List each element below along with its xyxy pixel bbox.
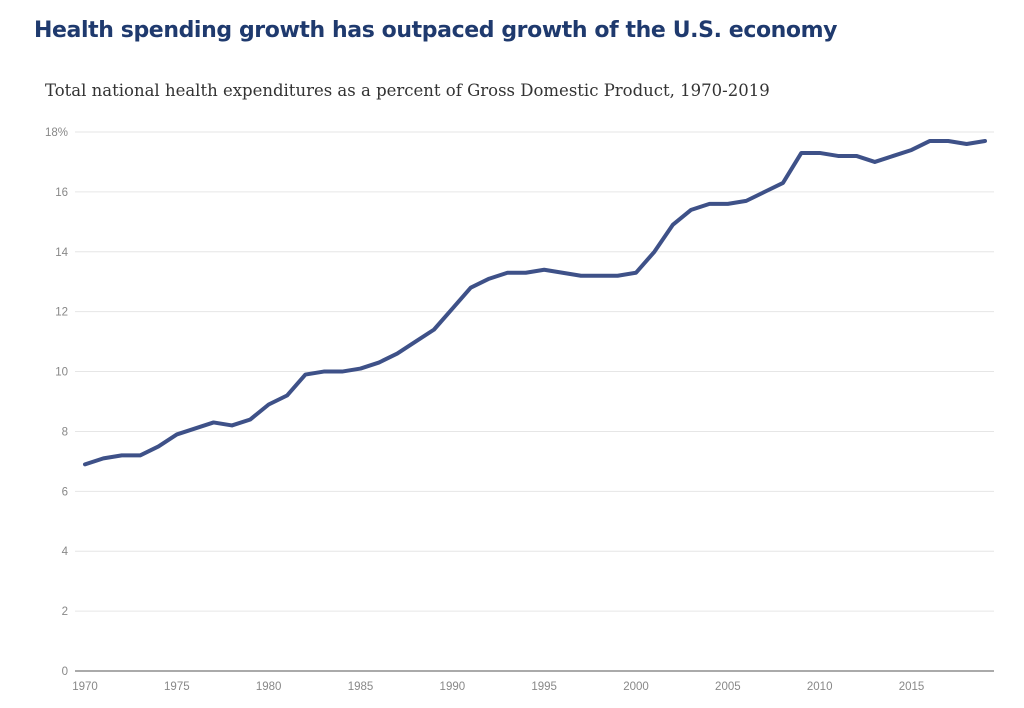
data-point — [138, 453, 142, 457]
data-point — [689, 208, 693, 212]
data-point — [818, 151, 822, 155]
chart-subtitle: Total national health expenditures as a … — [45, 81, 770, 100]
data-point — [248, 417, 252, 421]
data-point — [524, 271, 528, 275]
data-point — [120, 453, 124, 457]
data-point — [212, 420, 216, 424]
data-point — [83, 462, 87, 466]
x-tick-label: 1970 — [72, 681, 98, 693]
data-point — [505, 271, 509, 275]
data-point — [597, 274, 601, 278]
x-axis-ticks: 1970 1975 1980 1985 1990 1995 2000 2005 2010 2015 — [72, 681, 924, 693]
data-point — [303, 373, 307, 377]
data-point — [322, 370, 326, 374]
data-point — [891, 154, 895, 158]
data-point — [836, 154, 840, 158]
x-tick-label: 1995 — [531, 681, 557, 693]
data-point — [359, 367, 363, 371]
x-tick-label: 1990 — [440, 681, 466, 693]
series-group — [83, 138, 987, 467]
x-tick-label: 2000 — [623, 681, 649, 693]
data-point — [616, 274, 620, 278]
y-tick-label: 14 — [55, 247, 68, 259]
chart-title: Health spending growth has outpaced grow… — [34, 18, 838, 43]
data-point — [928, 139, 932, 143]
data-point — [230, 423, 234, 427]
y-tick-label: 0 — [62, 666, 68, 678]
y-tick-label: 2 — [62, 606, 68, 618]
data-point — [726, 202, 730, 206]
data-point — [744, 199, 748, 203]
x-tick-label: 1975 — [164, 681, 190, 693]
data-point — [946, 139, 950, 143]
y-tick-label: 18% — [45, 127, 68, 139]
data-point — [175, 432, 179, 436]
data-point — [395, 352, 399, 356]
data-point — [561, 271, 565, 275]
y-tick-label: 8 — [62, 426, 68, 438]
data-point — [763, 190, 767, 194]
data-point — [285, 394, 289, 398]
y-tick-label: 4 — [62, 546, 69, 558]
data-point — [432, 328, 436, 332]
data-point — [414, 340, 418, 344]
data-point — [450, 307, 454, 311]
y-tick-label: 6 — [62, 486, 68, 498]
data-point — [799, 151, 803, 155]
series-line — [83, 138, 987, 467]
data-point — [983, 139, 987, 143]
data-point — [193, 426, 197, 430]
data-point — [377, 361, 381, 365]
data-point — [873, 160, 877, 164]
data-point — [652, 250, 656, 254]
data-point — [542, 268, 546, 272]
data-point — [910, 148, 914, 152]
data-point — [156, 444, 160, 448]
y-tick-label: 16 — [55, 187, 68, 199]
data-point — [707, 202, 711, 206]
data-point — [671, 223, 675, 227]
data-point — [965, 142, 969, 146]
data-point — [340, 370, 344, 374]
data-point — [854, 154, 858, 158]
data-point — [579, 274, 583, 278]
data-point — [267, 402, 271, 406]
gridlines — [75, 131, 994, 612]
data-point — [101, 456, 105, 460]
x-tick-label: 2010 — [807, 681, 833, 693]
data-point — [634, 271, 638, 275]
x-tick-label: 1980 — [256, 681, 282, 693]
x-tick-label: 1985 — [348, 681, 374, 693]
y-tick-label: 10 — [55, 367, 68, 379]
x-tick-label: 2015 — [899, 681, 925, 693]
y-tick-label: 12 — [55, 307, 68, 319]
data-point — [487, 277, 491, 281]
y-axis-ticks: 0 2 4 6 8 10 12 14 16 18% — [45, 127, 69, 678]
data-point — [469, 286, 473, 290]
data-point — [781, 181, 785, 185]
x-tick-label: 2005 — [715, 681, 741, 693]
